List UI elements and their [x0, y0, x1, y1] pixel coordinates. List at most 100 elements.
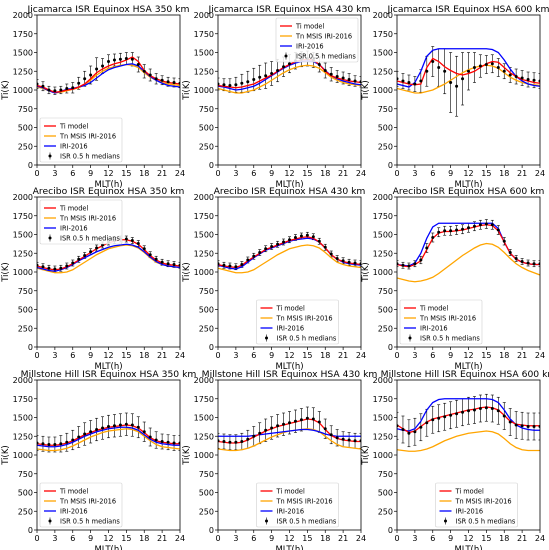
isr-point [124, 57, 128, 60]
x-tick-label: 18 [320, 351, 330, 360]
isr-point [299, 234, 303, 238]
isr-point [101, 64, 105, 68]
panel-title: Jicamarca ISR Equinox HSA 600 km [387, 4, 549, 15]
x-tick-label: 0 [34, 169, 39, 178]
series-tn-msis [37, 244, 180, 274]
isr-point [77, 435, 81, 439]
y-axis-label: Ti(K) [1, 80, 11, 101]
x-tick-label: 0 [394, 351, 399, 360]
x-tick-label: 3 [412, 534, 417, 543]
isr-point [258, 431, 262, 435]
legend: Ti model Tn MSIS IRI-2016 IRI-2016 ISR 0.5 … [275, 17, 359, 63]
isr-point [467, 69, 470, 73]
isr-point [246, 258, 250, 262]
isr-point [293, 419, 297, 423]
isr-point [323, 69, 327, 72]
isr-point [142, 430, 146, 434]
x-tick-label: 24 [356, 534, 366, 543]
y-tick-label: 1750 [13, 212, 33, 221]
isr-point [288, 62, 291, 66]
y-tick-label: 1750 [13, 30, 33, 39]
legend-label: Tn MSIS IRI-2016 [276, 498, 333, 506]
panel-9: Millstone Hill ISR Equinox HSA 600 km 0 3 6… [361, 369, 549, 550]
x-tick-label: 18 [320, 534, 330, 543]
isr-point [89, 430, 93, 434]
legend-label: Tn MSIS IRI-2016 [59, 215, 116, 223]
isr-point [461, 77, 465, 81]
x-tick-label: 9 [88, 169, 93, 178]
y-tick-label: 1750 [373, 30, 393, 39]
isr-point [419, 425, 423, 429]
y-axis-label: Ti(K) [1, 262, 11, 283]
series-tn-msis [218, 64, 361, 94]
isr-point [59, 266, 63, 270]
x-tick-label: 9 [88, 351, 93, 360]
y-tick-label: 1750 [373, 395, 393, 404]
isr-point [95, 246, 99, 250]
x-tick-label: 0 [215, 534, 220, 543]
legend-label: IRI-2016 [277, 508, 305, 516]
x-tick-label: 24 [356, 169, 366, 178]
isr-point [240, 440, 244, 443]
isr-point [455, 228, 459, 232]
isr-point [305, 416, 309, 420]
y-tick-label: 1250 [13, 67, 33, 76]
y-tick-label: 250 [378, 142, 393, 151]
isr-point [166, 262, 170, 266]
x-tick-label: 12 [284, 169, 294, 178]
y-axis-label: Ti(K) [361, 445, 371, 466]
isr-point [148, 435, 152, 439]
isr-point [478, 407, 482, 410]
x-tick-label: 0 [215, 169, 220, 178]
x-tick-label: 9 [269, 534, 274, 543]
legend-box [256, 482, 339, 528]
x-tick-label: 15 [481, 351, 491, 360]
legend-swatch-isr [48, 154, 52, 158]
x-tick-label: 21 [338, 169, 348, 178]
x-axis-label: MLT(h) [94, 545, 122, 550]
legend: Ti model Tn MSIS IRI-2016 IRI-2016 ISR 0.5 … [256, 482, 339, 528]
y-tick-label: 1000 [373, 268, 393, 277]
panel-title: Arecibo ISR Equinox HSA 430 km [214, 186, 366, 197]
legend-label: Ti model [295, 23, 324, 31]
isr-point [413, 430, 417, 434]
isr-point [472, 224, 476, 228]
panel-title: Arecibo ISR Equinox HSA 600 km [393, 186, 545, 197]
legend: Ti model Tn MSIS IRI-2016 IRI-2016 ISR 0.5 … [39, 199, 123, 245]
isr-point [341, 437, 345, 441]
isr-point [317, 239, 321, 243]
x-tick-label: 3 [52, 351, 57, 360]
x-tick-label: 3 [52, 534, 57, 543]
panel-title: Jicamarca ISR Equinox HSA 350 km [27, 4, 190, 15]
isr-point [130, 239, 134, 242]
isr-point [508, 420, 512, 424]
isr-point [264, 428, 268, 432]
x-tick-label: 6 [430, 351, 435, 360]
y-tick-label: 1500 [373, 49, 393, 58]
y-tick-label: 2000 [373, 376, 393, 385]
x-tick-label: 15 [302, 351, 312, 360]
y-tick-label: 1250 [13, 249, 33, 258]
series-tn-msis [397, 430, 540, 452]
y-tick-label: 1500 [194, 414, 214, 423]
isr-point [335, 436, 339, 440]
isr-point [305, 233, 309, 237]
isr-point [53, 267, 57, 271]
isr-point [299, 418, 303, 422]
y-axis-label: Ti(K) [182, 80, 192, 101]
y-tick-label: 1000 [194, 451, 214, 460]
legend-label: Tn MSIS IRI-2016 [276, 315, 333, 323]
x-tick-label: 0 [394, 169, 399, 178]
isr-point [532, 262, 536, 266]
isr-point [65, 264, 69, 268]
isr-point [502, 69, 506, 73]
isr-point [246, 437, 250, 441]
x-tick-label: 12 [103, 534, 113, 543]
isr-point [514, 257, 518, 260]
y-tick-label: 250 [18, 142, 33, 151]
x-tick-label: 0 [34, 534, 39, 543]
x-axis-label: MLT(h) [275, 362, 303, 372]
legend-label: Tn MSIS IRI-2016 [59, 133, 116, 141]
legend-label: Ti model [419, 305, 448, 313]
isr-point [166, 440, 170, 444]
